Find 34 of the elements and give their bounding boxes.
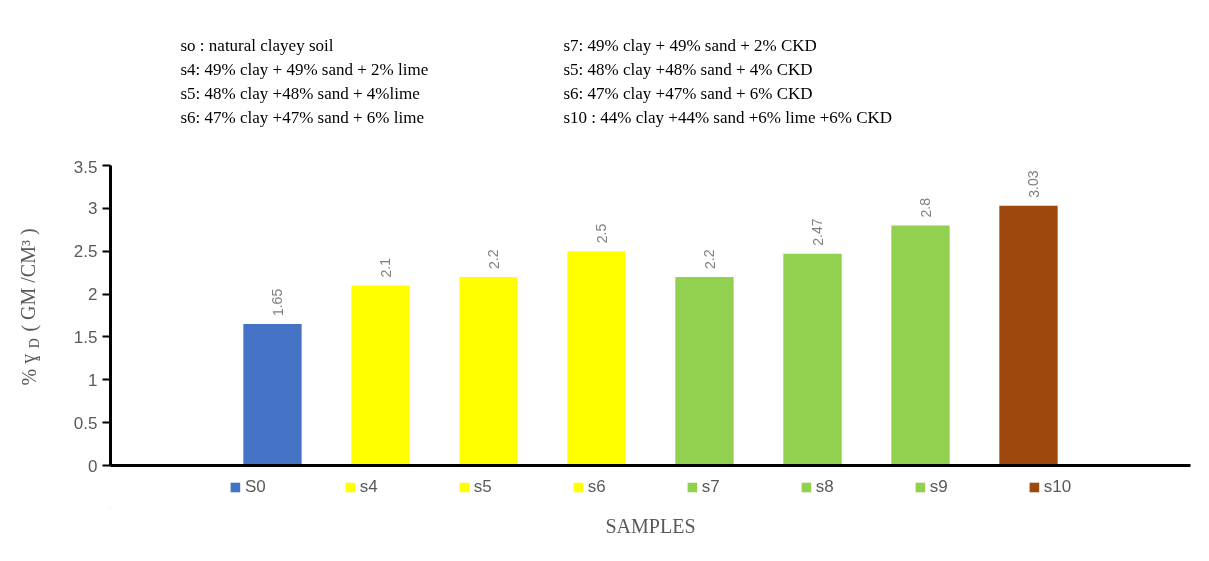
data-label: 2.47 <box>809 218 826 246</box>
data-label: 2.2 <box>701 249 718 269</box>
text: s10 : 44% clay +44% sand +6% lime +6% CKD <box>563 108 893 127</box>
data-label: 3.03 <box>1025 170 1042 198</box>
y-tick-label: 3 <box>88 199 98 219</box>
data-label: 2.8 <box>917 197 934 218</box>
y-tick-label: 1.5 <box>73 327 98 347</box>
text: s4: 49% clay + 49% sand + 2% lime <box>180 60 429 79</box>
legend-label: s4 <box>359 477 379 497</box>
data-label: 2.2 <box>485 249 502 269</box>
y-tick-label: 0 <box>88 456 98 476</box>
legend-label: s8 <box>815 477 835 497</box>
text: s7: 49% clay + 49% sand + 2% CKD <box>563 36 817 55</box>
data-label: 1.65 <box>269 288 286 317</box>
y-axis-title: % ɣD ( GM /CM³ ) <box>17 228 42 386</box>
text: s5: 48% clay +48% sand + 4% CKD <box>563 60 813 79</box>
data-label: 2.1 <box>377 257 394 278</box>
legend-label: s5 <box>473 477 493 497</box>
text: s5: 48% clay +48% sand + 4%lime <box>180 84 420 103</box>
y-tick-label: 3.5 <box>73 157 98 177</box>
legend-label: s6 <box>587 477 607 497</box>
legend-label: s7 <box>701 477 721 497</box>
x-axis-title: SAMPLES <box>605 514 696 537</box>
text: s6: 47% clay +47% sand + 6% CKD <box>563 84 813 103</box>
legend-label: s10 <box>1043 477 1072 497</box>
y-tick-label: 2.5 <box>73 242 98 262</box>
y-tick-label: 1 <box>88 370 98 390</box>
data-label: 2.5 <box>593 223 610 244</box>
text: s6: 47% clay +47% sand + 6% lime <box>180 108 424 127</box>
legend-label: S0 <box>244 477 266 497</box>
y-tick-label: 0.5 <box>73 413 98 433</box>
legend-label: s9 <box>929 477 949 497</box>
y-tick-label: 2 <box>88 285 98 305</box>
text: so : natural clayey soil <box>180 36 334 55</box>
